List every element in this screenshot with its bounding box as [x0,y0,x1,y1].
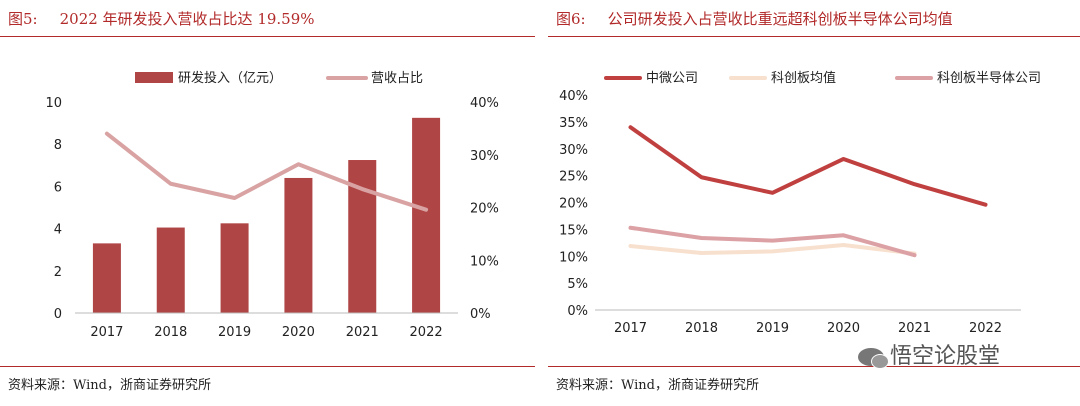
y-tick-label: 35% [559,116,588,131]
series-line-revenue-share [104,131,429,212]
y-left-tick-label: 8 [54,138,62,153]
x-tick-label: 2020 [827,321,860,336]
y-right-tick-label: 30% [470,149,499,164]
y-right-tick-label: 40% [470,96,499,111]
figure-5-bottom-rule [0,366,535,367]
y-left-tick-label: 6 [54,180,62,195]
x-tick-label: 2017 [614,321,647,336]
y-tick-label: 25% [559,170,588,185]
x-tick-label: 2021 [898,321,931,336]
bar [284,177,313,313]
legend-label: 中微公司 [646,71,698,86]
watermark: 悟空论股堂 [858,338,1000,370]
bar [156,227,185,313]
x-tick-label: 2018 [154,325,187,340]
y-tick-label: 10% [559,250,588,265]
bar [220,223,249,313]
figure-5-title-text: 2022 年研发投入营收占比达 19.59% [59,10,315,28]
x-tick-label: 2019 [218,325,251,340]
legend-label: 科创板均值 [771,70,836,86]
y-tick-label: 0% [567,304,588,319]
watermark-text: 悟空论股堂 [890,344,1001,369]
y-left-tick-label: 2 [54,265,62,280]
x-tick-label: 2022 [969,321,1002,336]
figure-5-source: 资料来源：Wind，浙商证券研究所 [8,378,211,393]
figure-6-label: 图6: [556,10,586,28]
y-tick-label: 5% [567,277,588,292]
legend-bar-label: 研发投入（亿元） [178,70,282,86]
legend-label: 科创板半导体公司 [937,71,1041,86]
y-tick-label: 20% [559,197,588,212]
y-left-tick-label: 0 [54,307,62,322]
y-tick-label: 30% [559,143,588,158]
bar [348,160,377,313]
figure-6-top-rule [548,36,1080,37]
y-left-tick-label: 10 [45,96,62,111]
series-line-0 [628,125,988,207]
figure-6-panel: 图6: 公司研发投入占营收比重远超科创板半导体公司均值 中微公司 科创板均值 科创板半… [548,0,1080,406]
figure-6-chart: 中微公司 科创板均值 科创板半导体公司 0% 5% 10% 15% 20% 25% 30% 35% 4… [559,70,1041,336]
y-right-tick-label: 0% [470,307,491,322]
figure-5-label: 图5: [8,10,38,28]
wechat-icon [858,348,889,369]
y-tick-label: 40% [559,89,588,104]
figure-6-title-text: 公司研发投入占营收比重远超科创板半导体公司均值 [607,10,953,28]
x-tick-label: 2020 [282,325,315,340]
bar [412,117,441,313]
figure-5-top-rule [0,36,535,37]
x-tick-label: 2022 [410,325,443,340]
figure-5-panel: 图5: 2022 年研发投入营收占比达 19.59% 研发投入（亿元） 营收占比 0 2… [0,0,535,406]
legend-line-label: 营收占比 [371,71,423,86]
y-right-tick-label: 20% [470,202,499,217]
series-line-1 [628,242,917,256]
x-tick-label: 2019 [756,321,789,336]
legend-bar-swatch [135,72,173,83]
x-tick-label: 2018 [685,321,718,336]
figure-5-title: 图5: 2022 年研发投入营收占比达 19.59% [8,8,315,29]
figure-5-chart: 研发投入（亿元） 营收占比 0 2 4 6 8 10 0% 10% 20% 30% 40% 2017 201… [45,70,499,340]
bar [92,243,121,313]
figure-6-source: 资料来源：Wind，浙商证券研究所 [556,378,759,393]
figure-6-bottom-rule [548,366,1080,367]
x-tick-label: 2021 [346,325,379,340]
figure-6-title: 图6: 公司研发投入占营收比重远超科创板半导体公司均值 [556,8,953,29]
y-right-tick-label: 10% [470,254,499,269]
y-left-tick-label: 4 [54,223,62,238]
y-tick-label: 15% [559,223,588,238]
x-tick-label: 2017 [90,325,123,340]
